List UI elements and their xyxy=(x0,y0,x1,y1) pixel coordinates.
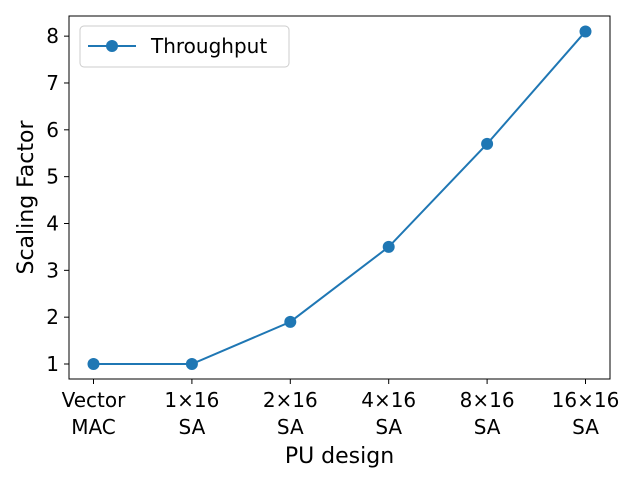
x-tick-label: 8×16 SA xyxy=(460,388,515,439)
y-tick-label: 7 xyxy=(46,71,59,95)
y-tick-label: 4 xyxy=(46,211,59,235)
x-axis-label: PU design xyxy=(285,444,394,469)
x-tick-label: 16×16 SA xyxy=(552,388,620,439)
plot-frame xyxy=(68,15,611,380)
data-point xyxy=(579,25,592,38)
y-tick-label: 8 xyxy=(46,24,59,48)
series-layer xyxy=(87,25,592,371)
data-point xyxy=(481,137,494,150)
x-tick-label: 2×16 SA xyxy=(263,388,318,439)
y-tick-label: 2 xyxy=(46,305,59,329)
legend-box xyxy=(79,25,290,68)
y-tick-label: 1 xyxy=(46,352,59,376)
x-tick-label: 4×16 SA xyxy=(361,388,416,439)
legend-label-throughput: Throughput xyxy=(150,34,267,58)
series-line-throughput xyxy=(93,30,587,366)
y-tick-label: 3 xyxy=(46,258,59,282)
data-point xyxy=(87,358,100,371)
legend-point-marker xyxy=(106,40,118,52)
ticks-layer: 1 2 3 4 5 6 7 8 Vector MAC 1×16 SA 2×16 SA 4×16 SA 8×16 S… xyxy=(46,24,619,439)
data-point xyxy=(382,240,395,253)
y-axis-label: Scaling Factor xyxy=(14,120,39,275)
x-tick-label: Vector MAC xyxy=(62,388,127,439)
data-point xyxy=(284,315,297,328)
y-tick-label: 5 xyxy=(46,165,59,189)
x-tick-label: 1×16 SA xyxy=(164,388,219,439)
y-tick-label: 6 xyxy=(46,118,59,142)
data-point xyxy=(185,358,198,371)
legend: Throughput xyxy=(79,25,290,68)
